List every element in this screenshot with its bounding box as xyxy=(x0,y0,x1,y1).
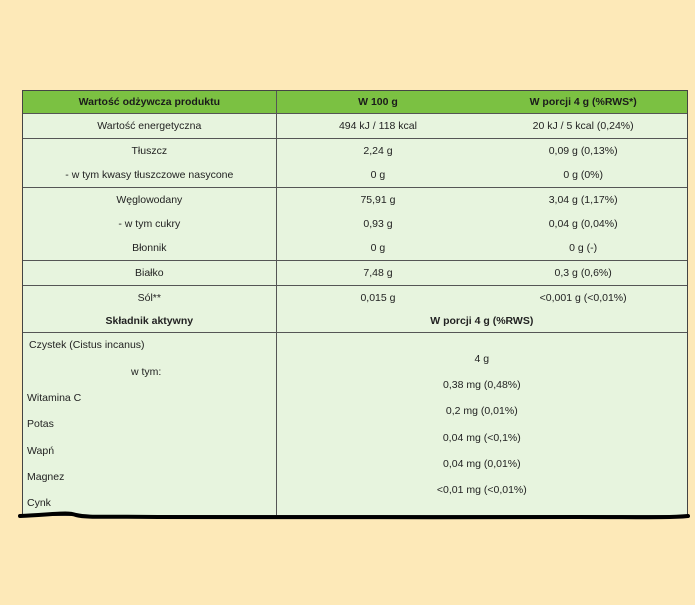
row-portion: <0,001 g (<0,01%) xyxy=(539,292,627,304)
row-per100: 494 kJ / 118 kcal xyxy=(338,120,417,132)
ingredient-name: Cynk xyxy=(27,497,51,509)
header-nutrition-value: Wartość odżywcza produktu xyxy=(23,91,277,113)
ingredient-names: Czystek (Cistus incanus) w tym: Witamina… xyxy=(23,333,277,515)
ingredient-name: Witamina C xyxy=(27,392,82,404)
ingredient-value: 0,2 mg (0,01%) xyxy=(445,405,518,417)
header-per-portion: W porcji 4 g (%RWS*) xyxy=(529,96,637,108)
ingredient-values: 4 g 0,38 mg (0,48%) 0,2 mg (0,01%) 0,04 … xyxy=(277,333,687,515)
table-row-salt: Sól** 0,015 g <0,001 g (<0,01%) xyxy=(23,286,687,310)
row-label: Sól** xyxy=(23,286,277,310)
nutrition-table: Wartość odżywcza produktu W 100 g W porc… xyxy=(22,90,688,516)
row-portion: 0 g (0%) xyxy=(563,169,603,181)
ingredient-value: 0,04 mg (0,01%) xyxy=(443,458,521,470)
table-row-fat: Tłuszcz - w tym kwasy tłuszczowe nasycon… xyxy=(23,139,687,188)
row-per100: 0 g xyxy=(370,242,386,254)
ingredient-name: Wapń xyxy=(27,445,55,457)
row-label: Wartość energetyczna xyxy=(23,114,277,138)
table-row-energy: Wartość energetyczna 494 kJ / 118 kcal 2… xyxy=(23,114,687,139)
row-label: Błonnik xyxy=(132,242,167,254)
row-portion: 20 kJ / 5 kcal (0,24%) xyxy=(532,120,634,132)
row-per100: 0,93 g xyxy=(363,218,393,230)
row-portion-group: 3,04 g (1,17%) 0,04 g (0,04%) 0 g (-) xyxy=(479,188,687,260)
row-portion: 0 g (-) xyxy=(569,242,598,254)
row-per100: 75,91 g xyxy=(360,194,396,206)
ingredient-name: Potas xyxy=(27,418,54,430)
ingredient-value: 0,04 mg (<0,1%) xyxy=(442,432,521,444)
row-label-group: Węglowodany - w tym cukry Błonnik xyxy=(23,188,277,260)
table-header-row: Wartość odżywcza produktu W 100 g W porc… xyxy=(23,91,687,114)
ingredient-value: 4 g xyxy=(474,353,490,365)
table-row-carbs: Węglowodany - w tym cukry Błonnik 75,91 … xyxy=(23,188,687,261)
ingredient-value: <0,01 mg (<0,01%) xyxy=(436,484,527,496)
row-portion: 0,04 g (0,04%) xyxy=(548,218,618,230)
ingredient-name: Magnez xyxy=(27,471,65,483)
row-label: - w tym kwasy tłuszczowe nasycone xyxy=(65,169,234,181)
hand-drawn-bottom-line xyxy=(18,511,690,520)
row-per100-group: 75,91 g 0,93 g 0 g xyxy=(277,188,480,260)
row-portion-group: 0,09 g (0,13%) 0 g (0%) xyxy=(479,139,687,187)
row-portion: 0,3 g (0,6%) xyxy=(554,267,612,279)
active-ingredient-header-row: Składnik aktywny W porcji 4 g (%RWS) xyxy=(23,310,687,333)
row-per100: 2,24 g xyxy=(363,145,393,157)
row-portion: 0,09 g (0,13%) xyxy=(548,145,618,157)
table-row-protein: Białko 7,48 g 0,3 g (0,6%) xyxy=(23,261,687,286)
row-per100-group: 2,24 g 0 g xyxy=(277,139,480,187)
row-label: Tłuszcz xyxy=(131,145,168,157)
ingredient-value: 0,38 mg (0,48%) xyxy=(443,379,521,391)
header-active-ingredient: Składnik aktywny xyxy=(23,310,277,332)
row-per100: 0 g xyxy=(370,169,386,181)
row-label-group: Tłuszcz - w tym kwasy tłuszczowe nasycon… xyxy=(23,139,277,187)
row-label: Węglowodany xyxy=(116,194,183,206)
row-label: - w tym cukry xyxy=(118,218,181,230)
header-per-100g: W 100 g xyxy=(358,96,398,108)
ingredient-name: Czystek (Cistus incanus) xyxy=(29,339,145,351)
row-per100: 7,48 g xyxy=(363,267,393,279)
ingredient-subheading: w tym: xyxy=(131,366,162,378)
row-per100: 0,015 g xyxy=(360,292,396,304)
header-active-portion: W porcji 4 g (%RWS) xyxy=(430,315,534,327)
row-label: Białko xyxy=(23,261,277,285)
row-portion: 3,04 g (1,17%) xyxy=(548,194,618,206)
active-ingredients-row: Czystek (Cistus incanus) w tym: Witamina… xyxy=(23,333,687,515)
